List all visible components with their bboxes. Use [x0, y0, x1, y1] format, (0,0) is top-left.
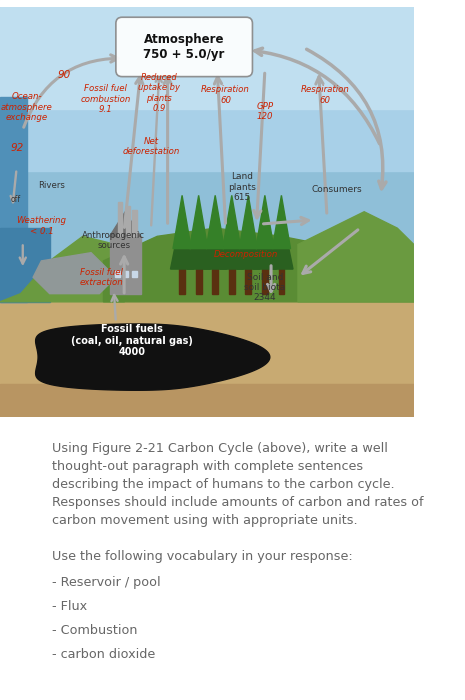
Text: Responses should include amounts of carbon and rates of: Responses should include amounts of carb…	[52, 496, 424, 509]
Text: Consumers: Consumers	[312, 185, 363, 194]
Text: Net
deforestation: Net deforestation	[122, 136, 180, 156]
Bar	[262, 253, 268, 294]
Polygon shape	[239, 195, 258, 248]
Polygon shape	[223, 195, 241, 248]
FancyArrowPatch shape	[24, 55, 118, 127]
Polygon shape	[33, 253, 116, 294]
Bar	[0, 7, 414, 109]
Polygon shape	[256, 195, 274, 248]
Bar	[0, 7, 414, 302]
Text: Respiration
60: Respiration 60	[201, 85, 250, 105]
Bar	[0, 384, 414, 416]
Text: Rivers: Rivers	[38, 181, 65, 190]
Bar	[123, 271, 128, 277]
Bar	[0, 294, 414, 384]
Text: Reduced
uptake by
plants
0.9: Reduced uptake by plants 0.9	[138, 73, 180, 113]
Text: off: off	[10, 195, 20, 204]
Bar	[0, 97, 27, 302]
FancyArrowPatch shape	[255, 48, 379, 144]
Text: - Combustion: - Combustion	[52, 624, 138, 637]
Bar	[229, 253, 235, 294]
Polygon shape	[171, 211, 194, 269]
Polygon shape	[36, 324, 270, 391]
Bar	[126, 206, 130, 237]
Bar	[110, 237, 141, 294]
Text: Soil and
soil biota
2344: Soil and soil biota 2344	[244, 272, 286, 302]
Polygon shape	[110, 211, 141, 237]
Bar	[196, 253, 201, 294]
Polygon shape	[187, 211, 210, 269]
Bar	[0, 7, 414, 171]
Text: 90: 90	[58, 69, 71, 80]
Polygon shape	[206, 195, 224, 248]
Polygon shape	[204, 211, 227, 269]
Bar	[133, 210, 137, 237]
Polygon shape	[270, 211, 293, 269]
Text: GPP
120: GPP 120	[256, 102, 273, 121]
Text: Using Figure 2-21 Carbon Cycle (above), write a well: Using Figure 2-21 Carbon Cycle (above), …	[52, 442, 388, 455]
Text: Land
plants
615: Land plants 615	[228, 172, 256, 202]
Polygon shape	[103, 228, 414, 302]
FancyBboxPatch shape	[116, 18, 252, 76]
Polygon shape	[0, 237, 145, 302]
Bar	[246, 253, 251, 294]
Polygon shape	[173, 195, 191, 248]
Text: describing the impact of humans to the carbon cycle.: describing the impact of humans to the c…	[52, 478, 395, 491]
Text: Decomposition: Decomposition	[214, 250, 279, 259]
Text: Respiration
60: Respiration 60	[300, 85, 349, 105]
Polygon shape	[237, 211, 260, 269]
Text: thought-out paragraph with complete sentences: thought-out paragraph with complete sent…	[52, 460, 363, 473]
Polygon shape	[220, 211, 243, 269]
Text: Atmosphere
750 + 5.0/yr: Atmosphere 750 + 5.0/yr	[144, 33, 225, 61]
Text: Weathering
< 0.1: Weathering < 0.1	[17, 216, 66, 236]
Text: Fossil fuel
extraction: Fossil fuel extraction	[80, 267, 123, 287]
Bar	[118, 202, 122, 237]
Polygon shape	[190, 195, 208, 248]
Text: Anthropogenic
sources: Anthropogenic sources	[82, 231, 145, 250]
Text: 92: 92	[10, 144, 24, 153]
Text: Fossil fuel
combustion
9.1: Fossil fuel combustion 9.1	[80, 84, 131, 114]
Text: Use the following vocabulary in your response:: Use the following vocabulary in your res…	[52, 550, 353, 563]
Bar	[132, 271, 137, 277]
Text: carbon movement using with appropriate units.: carbon movement using with appropriate u…	[52, 514, 358, 527]
Polygon shape	[272, 195, 291, 248]
FancyArrowPatch shape	[306, 49, 386, 189]
Bar	[0, 228, 50, 302]
Bar	[179, 253, 185, 294]
Bar	[115, 271, 120, 277]
Text: - Reservoir / pool: - Reservoir / pool	[52, 576, 160, 589]
Bar	[213, 253, 218, 294]
Text: - Flux: - Flux	[52, 600, 87, 613]
Polygon shape	[253, 211, 277, 269]
Text: - carbon dioxide: - carbon dioxide	[52, 648, 155, 661]
Text: Ocean-
atmosphere
exchange: Ocean- atmosphere exchange	[1, 92, 53, 122]
Text: Fossil fuels
(coal, oil, natural gas)
4000: Fossil fuels (coal, oil, natural gas) 40…	[72, 324, 193, 357]
Bar	[279, 253, 284, 294]
Polygon shape	[298, 211, 414, 302]
